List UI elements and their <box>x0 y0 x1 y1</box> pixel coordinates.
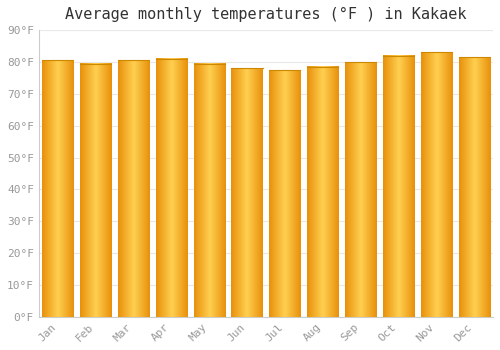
Title: Average monthly temperatures (°F ) in Kakaek: Average monthly temperatures (°F ) in Ka… <box>65 7 466 22</box>
